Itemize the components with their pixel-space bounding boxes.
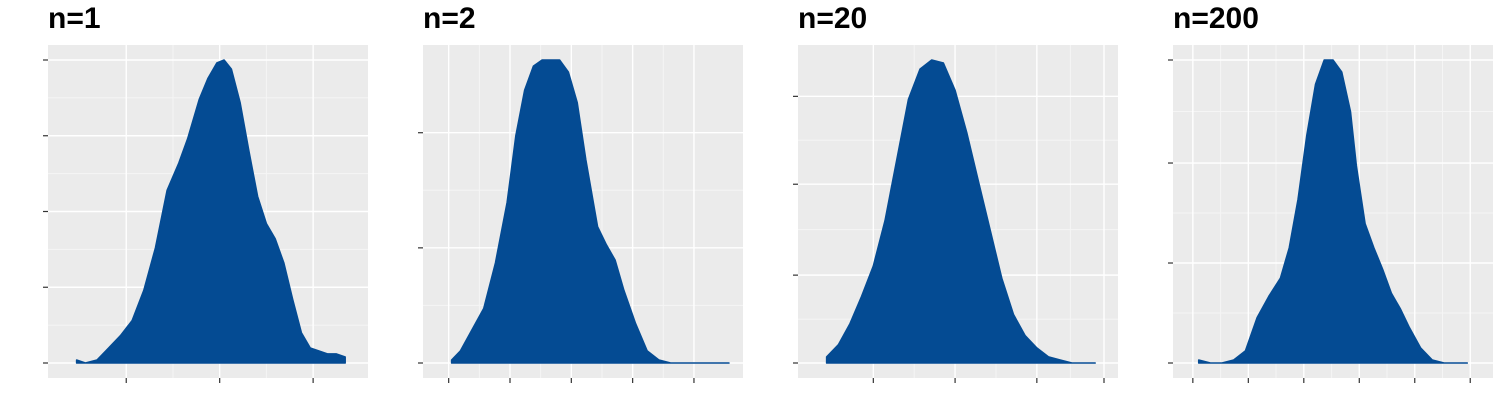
panel-1-title: n=1 [48, 2, 101, 35]
panel-4 [1168, 45, 1493, 383]
panel-3 [793, 45, 1118, 383]
panel-2-title: n=2 [423, 2, 476, 35]
density-area-1 [75, 59, 346, 364]
panel-3-title: n=20 [798, 2, 868, 35]
density-area-3 [825, 59, 1096, 364]
density-area-4 [1197, 59, 1469, 364]
panel-2 [418, 45, 743, 383]
density-area-2 [450, 59, 730, 364]
panel-1 [43, 45, 368, 383]
panel-4-title: n=200 [1173, 2, 1259, 35]
